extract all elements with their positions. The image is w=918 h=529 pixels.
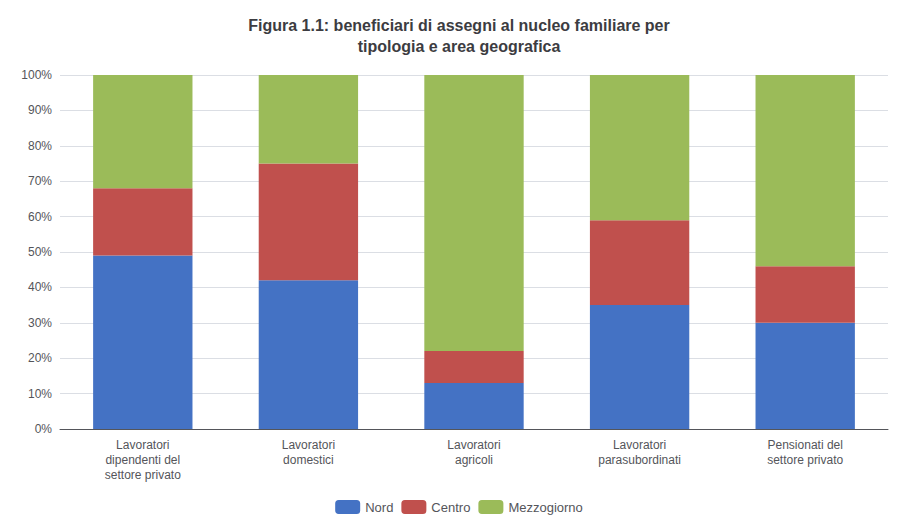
svg-text:Pensionati del: Pensionati del	[768, 438, 843, 452]
svg-text:10%: 10%	[28, 387, 52, 401]
svg-text:100%: 100%	[21, 68, 52, 82]
svg-text:domestici: domestici	[283, 453, 334, 467]
svg-text:30%: 30%	[28, 316, 52, 330]
svg-text:70%: 70%	[28, 174, 52, 188]
svg-text:Nord: Nord	[365, 500, 393, 515]
svg-text:tipologia e area geografica: tipologia e area geografica	[358, 38, 561, 55]
svg-text:Lavoratori: Lavoratori	[282, 438, 335, 452]
svg-text:Lavoratori: Lavoratori	[116, 438, 169, 452]
svg-text:Figura 1.1: beneficiari di ass: Figura 1.1: beneficiari di assegni al nu…	[248, 17, 669, 34]
svg-text:agricoli: agricoli	[455, 453, 493, 467]
svg-text:Centro: Centro	[431, 500, 470, 515]
svg-text:60%: 60%	[28, 210, 52, 224]
svg-text:settore privato: settore privato	[767, 453, 843, 467]
svg-text:Mezzogiorno: Mezzogiorno	[508, 500, 582, 515]
svg-text:80%: 80%	[28, 139, 52, 153]
svg-text:90%: 90%	[28, 103, 52, 117]
svg-text:settore privato: settore privato	[105, 468, 181, 482]
svg-text:Lavoratori: Lavoratori	[613, 438, 666, 452]
svg-text:20%: 20%	[28, 351, 52, 365]
svg-text:dipendenti del: dipendenti del	[105, 453, 180, 467]
svg-text:parasubordinati: parasubordinati	[598, 453, 681, 467]
svg-text:0%: 0%	[35, 422, 53, 436]
svg-text:40%: 40%	[28, 280, 52, 294]
svg-text:Lavoratori: Lavoratori	[447, 438, 500, 452]
svg-text:50%: 50%	[28, 245, 52, 259]
